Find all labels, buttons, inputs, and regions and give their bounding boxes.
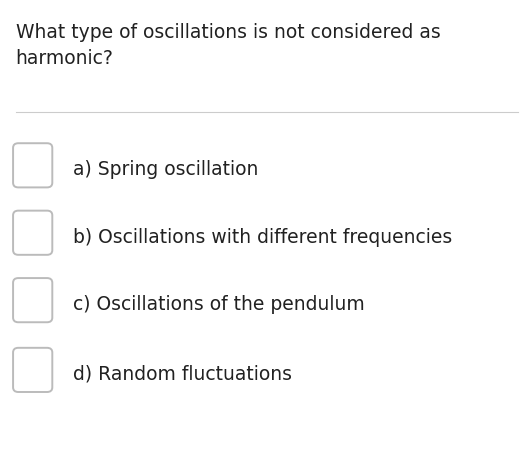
FancyBboxPatch shape [13, 278, 52, 322]
FancyBboxPatch shape [13, 143, 52, 187]
Text: b) Oscillations with different frequencies: b) Oscillations with different frequenci… [73, 228, 452, 246]
FancyBboxPatch shape [13, 211, 52, 255]
Text: What type of oscillations is not considered as
harmonic?: What type of oscillations is not conside… [16, 23, 440, 68]
Text: c) Oscillations of the pendulum: c) Oscillations of the pendulum [73, 295, 365, 314]
Text: d) Random fluctuations: d) Random fluctuations [73, 365, 292, 384]
FancyBboxPatch shape [13, 348, 52, 392]
Text: a) Spring oscillation: a) Spring oscillation [73, 160, 258, 179]
